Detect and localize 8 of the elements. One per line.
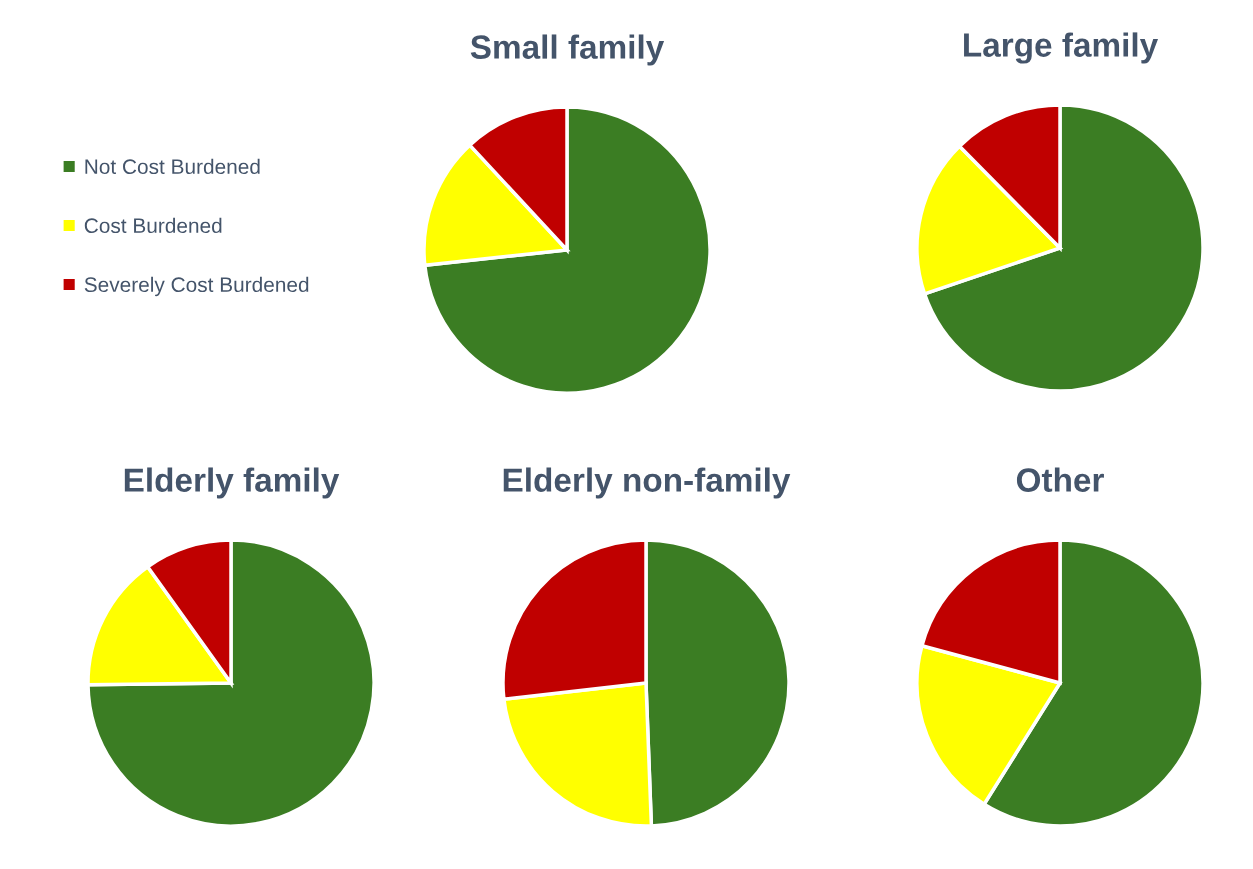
chart-title: Small family [470, 34, 665, 66]
chart-title: Elderly non-family [503, 467, 791, 499]
chart-title: Large family [964, 32, 1159, 64]
chart-title: Elderly family [124, 467, 340, 499]
legend-label: Not Cost Burdened [85, 158, 260, 175]
chart-title: Other [1016, 467, 1104, 492]
legend-label: Severely Cost Burdened [84, 276, 309, 297]
legend-label: Cost Burdened [84, 217, 222, 234]
